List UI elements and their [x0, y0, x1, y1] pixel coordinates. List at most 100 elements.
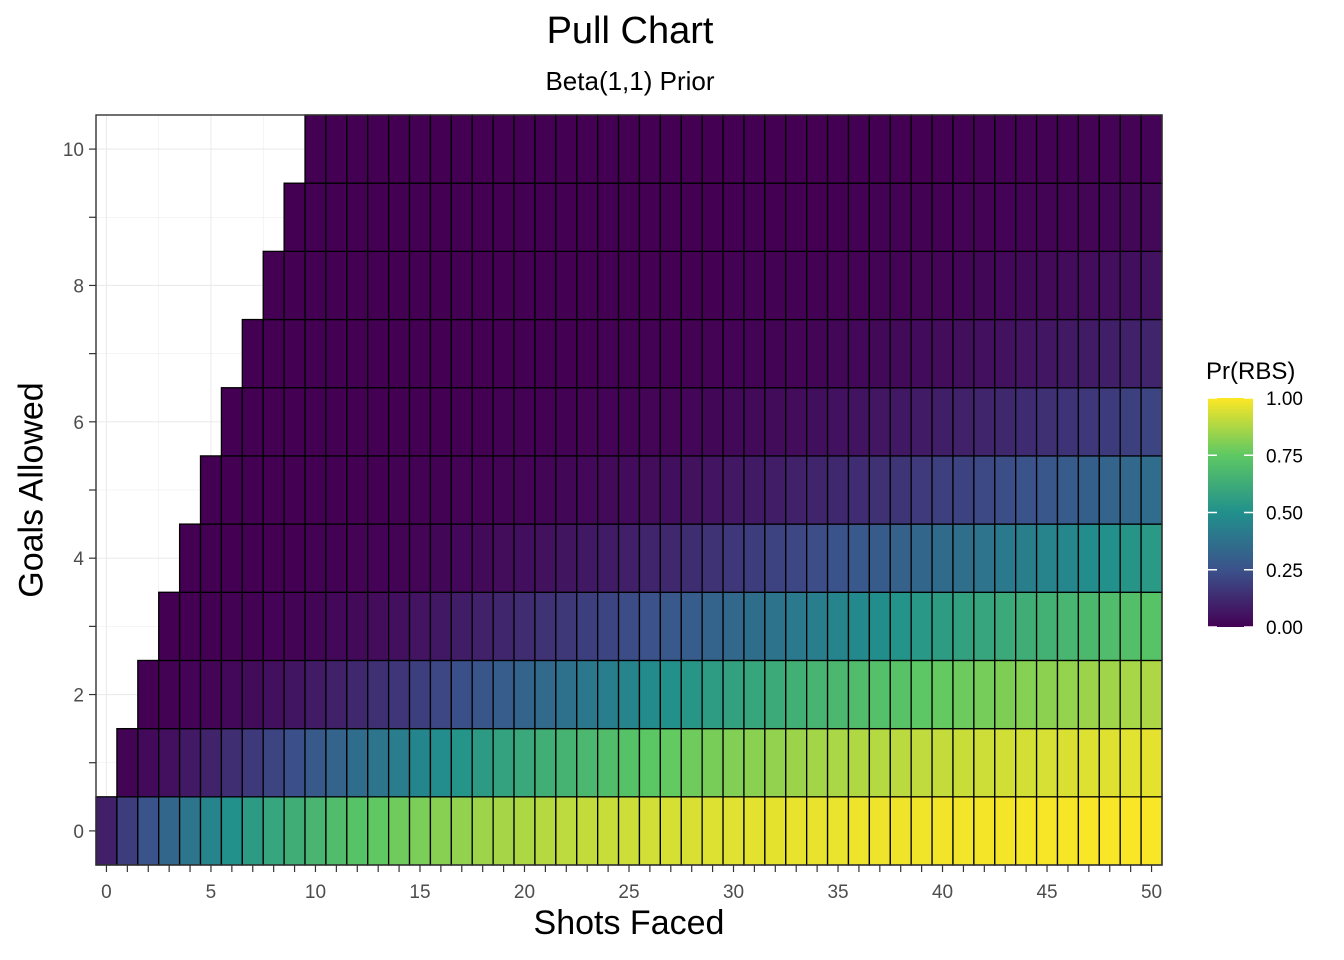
heatmap-cell — [952, 659, 975, 730]
heatmap-cell — [304, 387, 327, 457]
legend: Pr(RBS) 1.00 0.75 0.50 0.25 0.00 — [1206, 358, 1303, 639]
heatmap-cell — [555, 387, 578, 457]
heatmap-cell — [659, 250, 682, 321]
heatmap-cell — [931, 591, 954, 662]
heatmap-cell — [910, 591, 933, 662]
heatmap-cell — [304, 318, 327, 389]
heatmap-cell — [722, 727, 745, 798]
heatmap-cell — [346, 523, 369, 593]
heatmap-cell — [638, 182, 662, 253]
heatmap-cell — [659, 114, 682, 184]
legend-label: 0.75 — [1266, 446, 1303, 467]
heatmap-cell — [826, 387, 850, 457]
heatmap-cell — [743, 182, 766, 253]
heatmap-cell — [555, 114, 578, 184]
heatmap-cell — [1035, 318, 1059, 389]
heatmap-cell — [659, 659, 682, 730]
heatmap-cell — [1140, 455, 1163, 525]
heatmap-cell — [617, 523, 641, 593]
heatmap-cell — [513, 387, 536, 457]
heatmap-cell — [701, 727, 724, 798]
y-tick-label: 10 — [63, 140, 84, 161]
heatmap-cell — [931, 318, 954, 389]
heatmap-cell — [1056, 318, 1080, 389]
heatmap-cell — [1077, 114, 1100, 184]
heatmap-cell — [241, 796, 264, 866]
heatmap-cell — [555, 523, 578, 593]
heatmap-cell — [806, 591, 829, 662]
heatmap-cell — [576, 591, 599, 662]
heatmap-cell — [555, 727, 578, 798]
heatmap-cell — [1077, 455, 1100, 525]
heatmap-cell — [743, 591, 766, 662]
heatmap-cell — [764, 727, 787, 798]
heatmap-cell — [847, 796, 871, 866]
heatmap-cell — [137, 659, 160, 730]
heatmap-cell — [220, 727, 243, 798]
heatmap-cell — [785, 250, 808, 321]
heatmap-cell — [1098, 387, 1121, 457]
heatmap-cell — [534, 455, 557, 525]
heatmap-cell — [241, 387, 264, 457]
heatmap-cell — [994, 455, 1017, 525]
y-tick-label: 8 — [73, 276, 84, 297]
heatmap-cell — [429, 659, 452, 730]
heatmap-cell — [659, 796, 682, 866]
heatmap-cell — [1035, 591, 1059, 662]
heatmap-cell — [931, 796, 954, 866]
heatmap-cell — [576, 727, 599, 798]
heatmap-cell — [994, 114, 1017, 184]
heatmap-cell — [304, 250, 327, 321]
heatmap-cell — [722, 523, 745, 593]
heatmap-cell — [1098, 455, 1121, 525]
heatmap-cell — [304, 659, 327, 730]
heatmap-cell — [304, 523, 327, 593]
heatmap-cell — [701, 455, 724, 525]
heatmap-cell — [1077, 659, 1100, 730]
heatmap-cell — [617, 455, 641, 525]
heatmap-cell — [1098, 727, 1121, 798]
heatmap-cell — [889, 796, 912, 866]
heatmap-cell — [826, 659, 850, 730]
heatmap-cell — [325, 318, 348, 389]
heatmap-cell — [408, 796, 432, 866]
heatmap-cell — [283, 523, 306, 593]
heatmap-cell — [471, 455, 494, 525]
y-axis: 0 2 4 6 8 10 — [63, 140, 96, 843]
heatmap-cell — [764, 659, 787, 730]
x-tick-label: 40 — [932, 882, 953, 903]
heatmap-cell — [429, 591, 452, 662]
x-tick-label: 20 — [514, 882, 535, 903]
heatmap-cell — [847, 523, 871, 593]
heatmap-cell — [701, 523, 724, 593]
heatmap-cell — [387, 318, 411, 389]
heatmap-cell — [450, 591, 473, 662]
heatmap-cell — [596, 318, 620, 389]
heatmap-cell — [241, 523, 264, 593]
heatmap-cell — [701, 114, 724, 184]
heatmap-cell — [346, 659, 369, 730]
heatmap-cell — [973, 727, 996, 798]
heatmap-cell — [1140, 387, 1163, 457]
heatmap-cell — [680, 387, 703, 457]
heatmap-cell — [492, 387, 515, 457]
heatmap-cell — [785, 523, 808, 593]
heatmap-cell — [1119, 318, 1142, 389]
heatmap-cell — [471, 591, 494, 662]
heatmap-cell — [450, 387, 473, 457]
heatmap-cell — [492, 114, 515, 184]
heatmap-cell — [1140, 659, 1163, 730]
heatmap-cell — [513, 455, 536, 525]
heatmap-cell — [1119, 659, 1142, 730]
heatmap-cell — [346, 796, 369, 866]
heatmap-cell — [764, 250, 787, 321]
heatmap-cell — [868, 455, 891, 525]
heatmap-cell — [158, 659, 181, 730]
heatmap-cell — [346, 455, 369, 525]
heatmap-cell — [325, 387, 348, 457]
heatmap-cell — [1077, 250, 1100, 321]
heatmap-cell — [1056, 250, 1080, 321]
heatmap-cell — [555, 250, 578, 321]
heatmap-cell — [408, 455, 432, 525]
